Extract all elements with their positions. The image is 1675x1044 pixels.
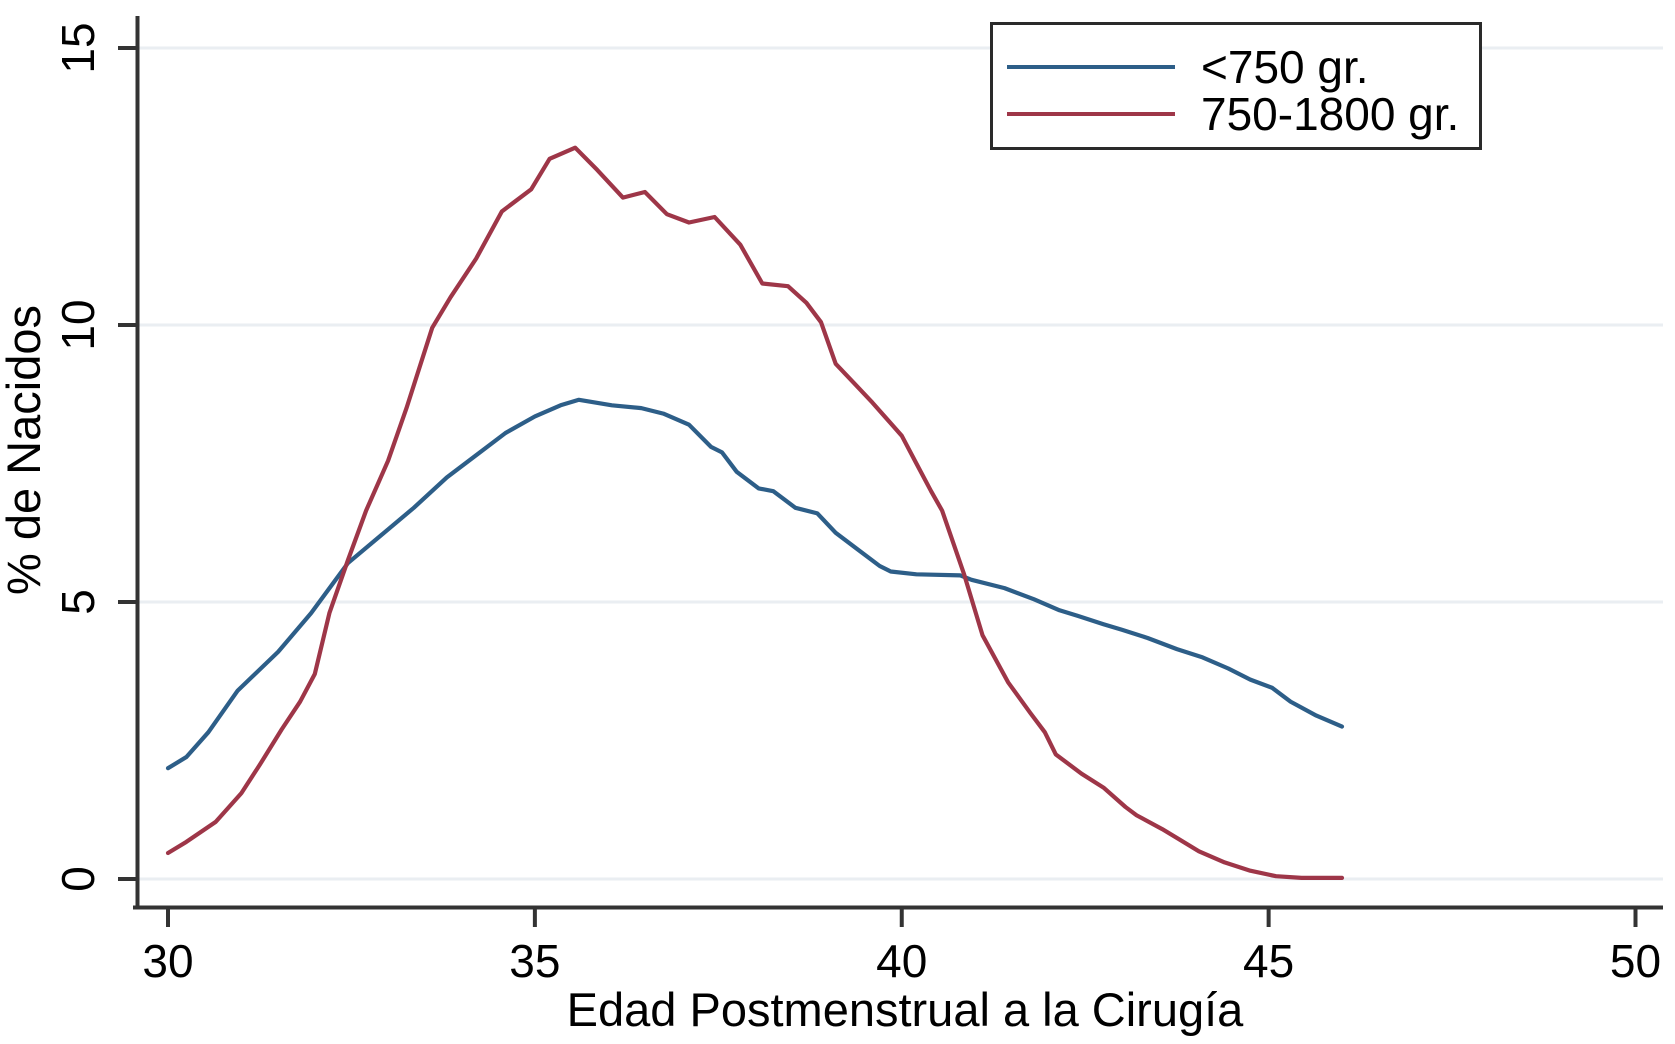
y-tick-label-0: 0 [52, 866, 104, 892]
series-layer [165, 145, 1345, 881]
x-tick-label-45: 45 [1243, 935, 1294, 987]
series-line-0 [165, 397, 1345, 771]
legend-box: <750 gr. 750-1800 gr. [990, 22, 1482, 150]
legend-label-under-750: <750 gr. [1201, 41, 1369, 93]
y-tick-label-15: 15 [52, 22, 104, 73]
x-tick-label-35: 35 [509, 935, 560, 987]
axes-layer [118, 16, 1663, 927]
series-line-1 [165, 145, 1345, 881]
x-tick-label-40: 40 [876, 935, 927, 987]
legend-entry-750-1800: 750-1800 gr. [1007, 91, 1475, 137]
legend-line-sample-red [1007, 112, 1175, 116]
legend-label-750-1800: 750-1800 gr. [1201, 88, 1460, 140]
legend-entry-under-750: <750 gr. [1007, 44, 1475, 90]
tick-labels-layer: Edad Postmenstrual a la Cirugía % de Nac… [0, 22, 1661, 1036]
x-axis-title: Edad Postmenstrual a la Cirugía [567, 983, 1244, 1036]
y-axis-title: % de Nacidos [0, 305, 50, 595]
x-tick-label-50: 50 [1610, 935, 1661, 987]
gridlines-layer [139, 46, 1663, 881]
y-tick-label-10: 10 [52, 299, 104, 350]
legend-line-sample-blue [1007, 65, 1175, 69]
x-tick-label-30: 30 [142, 935, 193, 987]
y-tick-label-5: 5 [52, 589, 104, 615]
